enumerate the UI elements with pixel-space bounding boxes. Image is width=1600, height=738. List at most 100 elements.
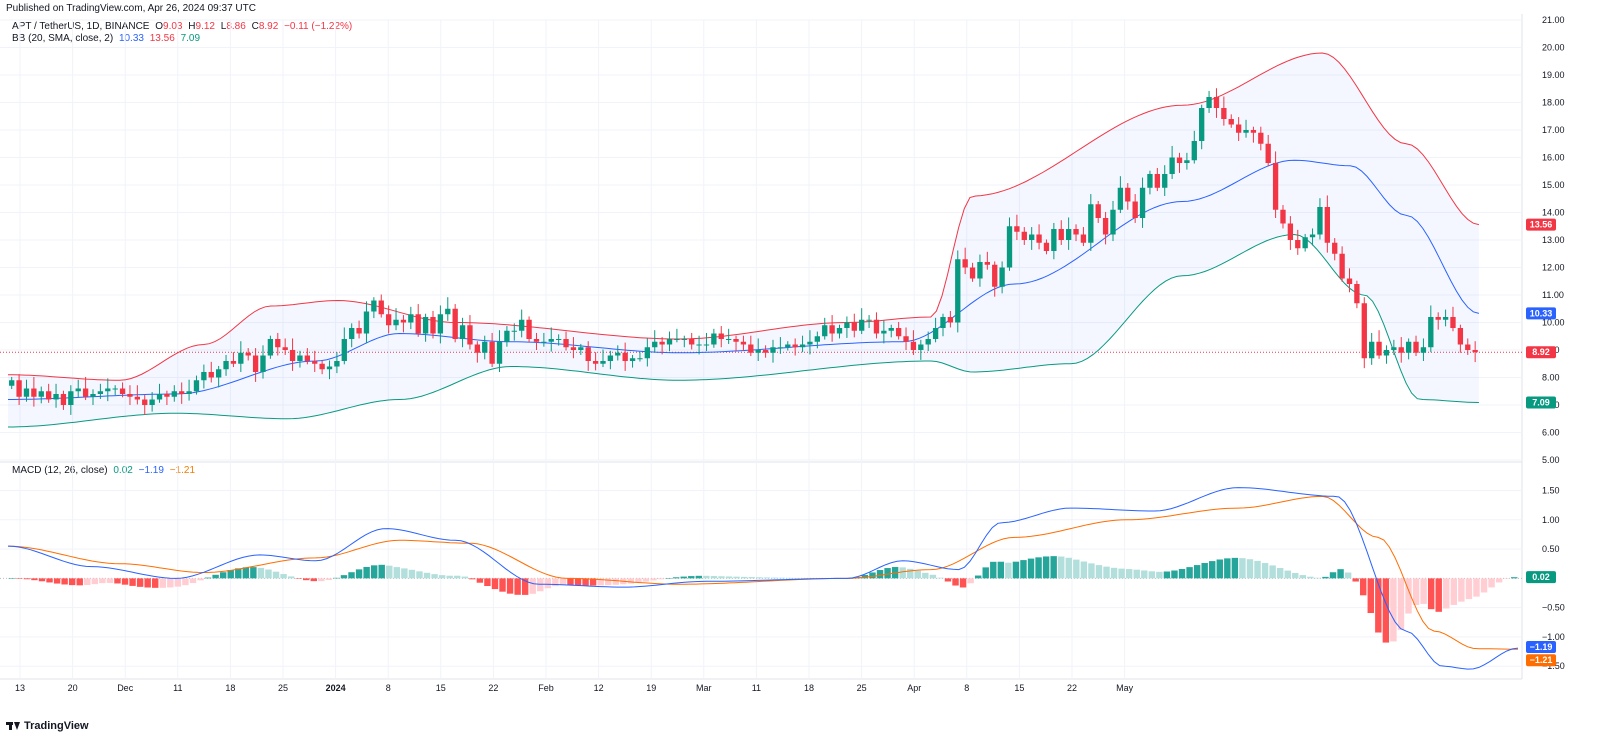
candle-body [1457, 328, 1464, 345]
candle-body [666, 339, 673, 345]
candle-body [807, 341, 813, 345]
macd-histogram-bar [657, 578, 665, 580]
macd-histogram-bar [529, 578, 536, 594]
candle-body [1435, 317, 1441, 320]
candle-body [68, 391, 74, 405]
candle-body [1361, 303, 1367, 359]
macd-histogram-bar [914, 570, 921, 579]
macd-histogram-bar [318, 578, 325, 582]
macd-histogram-bar [1367, 578, 1374, 614]
macd-histogram-bar [612, 578, 619, 585]
candle-body [659, 341, 665, 345]
macd-histogram-bar [597, 578, 604, 586]
macd-histogram-bar [250, 567, 257, 579]
macd-histogram-bar [680, 576, 687, 579]
candle-body [814, 336, 820, 342]
price-tick-label: 5.00 [1542, 455, 1560, 465]
time-tick-label: 25 [857, 683, 867, 693]
candle-body [873, 319, 880, 334]
macd-histogram-bar [718, 576, 725, 579]
bb-title[interactable]: BB (20, SMA, close, 2) [12, 33, 114, 44]
macd-histogram-bar [1314, 577, 1322, 579]
candle-body [799, 344, 806, 348]
macd-histogram-bar [446, 575, 453, 579]
macd-histogram-bar [1473, 578, 1480, 597]
macd-histogram-bar [1005, 562, 1012, 579]
macd-histogram-bar [114, 578, 121, 584]
candle-body [164, 394, 170, 397]
candle-body [762, 350, 769, 353]
macd-histogram-bar [219, 572, 227, 579]
candle-body [378, 300, 384, 315]
price-tick-label: 20.00 [1542, 43, 1565, 53]
candle-body [718, 333, 724, 339]
macd-histogram-bar [733, 576, 740, 579]
macd-histogram-bar [952, 578, 959, 586]
macd-histogram-bar [476, 578, 484, 583]
macd-histogram-bar [1488, 578, 1495, 588]
candle-body [245, 352, 251, 356]
candle-body [1391, 347, 1397, 350]
macd-histogram-bar [1125, 569, 1133, 579]
macd-axis-badge: −1.21 [1530, 655, 1553, 665]
macd-line-value: −1.19 [138, 465, 164, 476]
candle-body [1309, 234, 1316, 238]
macd-histogram-bar [287, 576, 295, 579]
bb-upper-value: 13.56 [149, 33, 175, 44]
macd-histogram-bar [929, 574, 937, 579]
candle-body [349, 328, 355, 339]
macd-histogram-bar [431, 574, 438, 579]
candle-body [563, 339, 569, 348]
candle-body [629, 358, 636, 361]
candle-body [363, 311, 370, 334]
macd-histogram-bar [582, 578, 589, 586]
tradingview-logo[interactable]: TradingView [6, 720, 89, 732]
candle-body [97, 391, 104, 394]
candle-body [836, 328, 843, 334]
candle-body [541, 341, 547, 343]
candle-body [755, 350, 761, 353]
candle-body [519, 319, 525, 331]
time-tick-label: 18 [804, 683, 814, 693]
candle-body [31, 388, 37, 397]
candle-body [1317, 207, 1323, 235]
macd-histogram-bar [695, 575, 703, 579]
candle-body [1369, 341, 1375, 359]
macd-histogram-bar [688, 576, 695, 579]
candle-body [881, 330, 887, 334]
candle-body [430, 317, 436, 334]
macd-histogram-bar [454, 575, 461, 579]
macd-histogram-bar [144, 578, 151, 588]
macd-histogram-bar [1299, 575, 1307, 579]
time-tick-label: 2024 [326, 683, 346, 693]
time-tick-label: May [1116, 683, 1134, 693]
macd-histogram-bar [937, 577, 944, 579]
candle-body [1102, 218, 1109, 235]
macd-tick-label: 1.00 [1542, 515, 1560, 525]
macd-histogram-bar [257, 567, 265, 579]
price-tick-label: 18.00 [1542, 98, 1565, 108]
candle-body [201, 372, 207, 381]
candle-body [142, 399, 148, 405]
macd-histogram-bar [499, 578, 506, 592]
macd-histogram-bar [303, 578, 310, 581]
low-value: 8.86 [226, 21, 246, 32]
candle-body [585, 347, 591, 361]
macd-histogram-bar [8, 578, 15, 579]
macd-tick-label: −0.50 [1542, 603, 1565, 613]
macd-axis-badge: −1.19 [1530, 642, 1553, 652]
macd-histogram-bar [416, 571, 423, 579]
symbol-title[interactable]: APT / TetherUS, 1D, BINANCE [12, 21, 150, 32]
candle-body [186, 391, 192, 394]
price-tick-label: 12.00 [1542, 263, 1565, 273]
macd-title[interactable]: MACD (12, 26, close) [12, 465, 108, 476]
candle-body [304, 355, 311, 361]
candle-body [1465, 344, 1471, 350]
candle-body [777, 347, 784, 349]
macd-histogram-bar [136, 578, 144, 587]
macd-histogram-bar [1503, 578, 1510, 579]
candle-body [60, 394, 67, 405]
macd-histogram-bar [23, 578, 31, 580]
macd-histogram-bar [370, 565, 378, 579]
